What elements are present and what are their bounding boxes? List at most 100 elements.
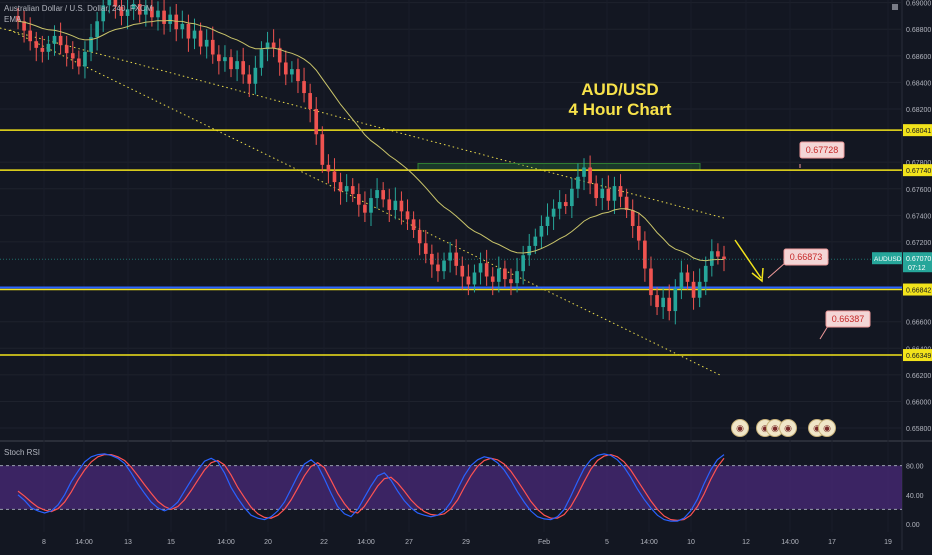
candle-body bbox=[308, 93, 312, 110]
price-tick-label: 0.68800 bbox=[906, 27, 931, 34]
level-price-tag bbox=[903, 283, 932, 296]
price-callout-label: 0.66873 bbox=[790, 252, 823, 262]
chart-legend: Australian Dollar / U.S. Dollar, 240, FX… bbox=[4, 3, 153, 25]
candle-body bbox=[271, 42, 276, 48]
candle-body bbox=[606, 188, 611, 201]
level-price-tag bbox=[903, 349, 932, 362]
candle-body bbox=[235, 61, 239, 70]
price-tick-label: 0.68200 bbox=[906, 107, 931, 114]
stoch-rsi-d-line bbox=[17, 453, 725, 522]
event-flag-icon[interactable]: ◉ bbox=[779, 419, 797, 437]
candle-body bbox=[180, 23, 185, 30]
candle-body bbox=[533, 236, 538, 246]
candle-body bbox=[594, 183, 599, 199]
candle-body bbox=[618, 186, 623, 197]
candle-body bbox=[174, 14, 179, 30]
candle-body bbox=[290, 69, 294, 75]
chart-title-line-1: AUD/USD bbox=[581, 80, 659, 99]
candle-body bbox=[64, 45, 69, 54]
time-tick-label: 5 bbox=[605, 539, 609, 546]
candle-body bbox=[22, 21, 26, 31]
candle-body bbox=[119, 6, 124, 16]
candle-body bbox=[582, 167, 586, 177]
candle-body bbox=[496, 268, 501, 282]
candle-body bbox=[296, 69, 300, 82]
price-callout-box[interactable] bbox=[799, 141, 845, 159]
time-tick-label: 14:00 bbox=[357, 539, 375, 546]
candle-body bbox=[685, 272, 690, 282]
countdown-label: 07:12 bbox=[908, 265, 926, 272]
chart-title-line-2: 4 Hour Chart bbox=[568, 100, 672, 119]
candle-body bbox=[503, 268, 507, 280]
price-callout-label: 0.67728 bbox=[806, 145, 839, 155]
event-flag-icon[interactable]: ◉ bbox=[731, 419, 749, 437]
candle-body bbox=[283, 62, 288, 75]
candle-body bbox=[89, 37, 93, 52]
price-tick-label: 0.68400 bbox=[906, 80, 931, 87]
axis-settings-icon[interactable] bbox=[892, 4, 898, 10]
candle-body bbox=[563, 202, 568, 207]
candle-body bbox=[198, 30, 203, 47]
candle-body bbox=[545, 216, 550, 226]
projection-arrowhead bbox=[751, 267, 764, 283]
candle-body bbox=[612, 186, 617, 201]
price-tick-label: 0.67600 bbox=[906, 187, 931, 194]
candle-body bbox=[70, 53, 75, 59]
candle-body bbox=[253, 67, 258, 84]
candle-body bbox=[143, 6, 148, 15]
price-tick-label: 0.69000 bbox=[906, 1, 931, 8]
time-tick-label: Feb bbox=[538, 539, 550, 546]
candle-body bbox=[588, 167, 592, 184]
candle-body bbox=[667, 297, 672, 312]
candle-body bbox=[247, 74, 252, 84]
price-callout-label: 0.66387 bbox=[832, 314, 865, 324]
candle-body bbox=[411, 219, 416, 230]
candle-body bbox=[557, 202, 562, 209]
candle-body bbox=[229, 57, 233, 70]
candle-body bbox=[46, 43, 51, 52]
time-tick-label: 29 bbox=[462, 539, 470, 546]
callout-pointer bbox=[819, 325, 829, 340]
candle-body bbox=[223, 57, 227, 62]
candle-body bbox=[393, 200, 398, 211]
level-price-label: 0.68041 bbox=[906, 128, 931, 135]
candle-body bbox=[52, 35, 57, 44]
candle-body bbox=[265, 42, 270, 50]
price-callout-box[interactable] bbox=[825, 310, 871, 328]
rsi-tick-label: 80.00 bbox=[906, 464, 924, 471]
candle-body bbox=[551, 208, 556, 217]
candle-body bbox=[34, 41, 39, 48]
level-price-tag bbox=[903, 124, 932, 137]
price-tick-label: 0.68600 bbox=[906, 54, 931, 61]
candle-body bbox=[259, 49, 264, 68]
candle-body bbox=[16, 15, 20, 22]
trend-channel-lower bbox=[9, 29, 723, 377]
candle-body bbox=[576, 176, 580, 189]
symbol-tag-label: AUDUSD bbox=[874, 256, 902, 263]
event-flag-icon[interactable]: ◉ bbox=[818, 419, 836, 437]
time-tick-label: 27 bbox=[405, 539, 413, 546]
candle-body bbox=[113, 0, 118, 7]
time-tick-label: 14:00 bbox=[640, 539, 658, 546]
candle-body bbox=[649, 268, 653, 296]
candle-body bbox=[131, 3, 136, 10]
candle-body bbox=[387, 199, 392, 211]
candle-body bbox=[241, 61, 246, 75]
candle-body bbox=[521, 255, 525, 272]
candle-body bbox=[125, 9, 130, 16]
candle-body bbox=[326, 164, 331, 172]
last-price-tag bbox=[903, 252, 932, 273]
level-price-label: 0.66349 bbox=[906, 353, 931, 360]
time-tick-label: 12 bbox=[742, 539, 750, 546]
projection-arrow-line bbox=[734, 239, 762, 279]
candle-body bbox=[460, 265, 465, 277]
candle-body bbox=[363, 204, 367, 213]
candle-body bbox=[430, 253, 434, 265]
rsi-tick-label: 40.00 bbox=[906, 493, 924, 500]
candle-body bbox=[375, 190, 379, 199]
candle-body bbox=[137, 3, 142, 15]
price-callout-box[interactable] bbox=[783, 248, 829, 266]
candle-body bbox=[83, 51, 87, 67]
